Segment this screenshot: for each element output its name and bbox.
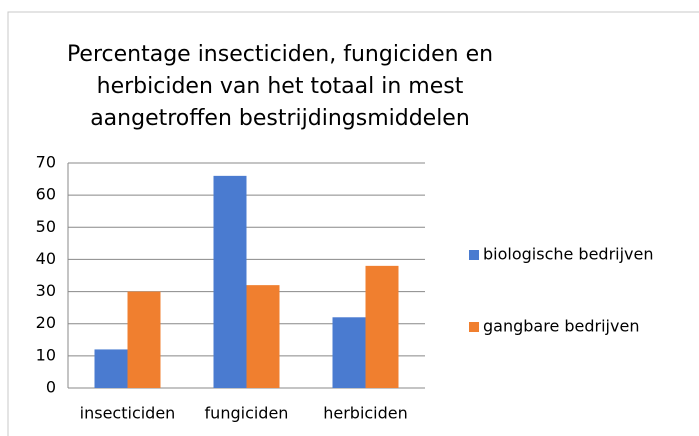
y-tick-label: 50 [36, 217, 56, 236]
bar [365, 265, 399, 388]
y-tick-label: 40 [36, 249, 56, 268]
x-tick-label: fungiciden [205, 404, 289, 423]
legend-label: gangbare bedrijven [483, 317, 639, 336]
y-tick-label: 20 [36, 313, 56, 332]
chart-title: Percentage insecticiden, fungiciden en [67, 42, 493, 67]
chart-title: herbiciden van het totaal in mest [97, 74, 464, 99]
chart-title: aangetroffen bestrijdingsmiddelen [90, 106, 470, 131]
bar [332, 317, 366, 388]
legend-swatch [469, 250, 479, 260]
bar [127, 291, 161, 388]
legend-label: biologische bedrijven [483, 245, 654, 264]
legend-swatch [469, 322, 479, 332]
y-tick-label: 70 [36, 153, 56, 172]
y-tick-label: 10 [36, 345, 56, 364]
y-tick-label: 60 [36, 185, 56, 204]
bar [213, 175, 247, 388]
x-tick-label: herbiciden [323, 404, 408, 423]
y-tick-label: 0 [46, 378, 56, 397]
bar [94, 349, 128, 388]
y-tick-label: 30 [36, 281, 56, 300]
bar [246, 285, 280, 388]
x-tick-label: insecticiden [80, 404, 176, 423]
